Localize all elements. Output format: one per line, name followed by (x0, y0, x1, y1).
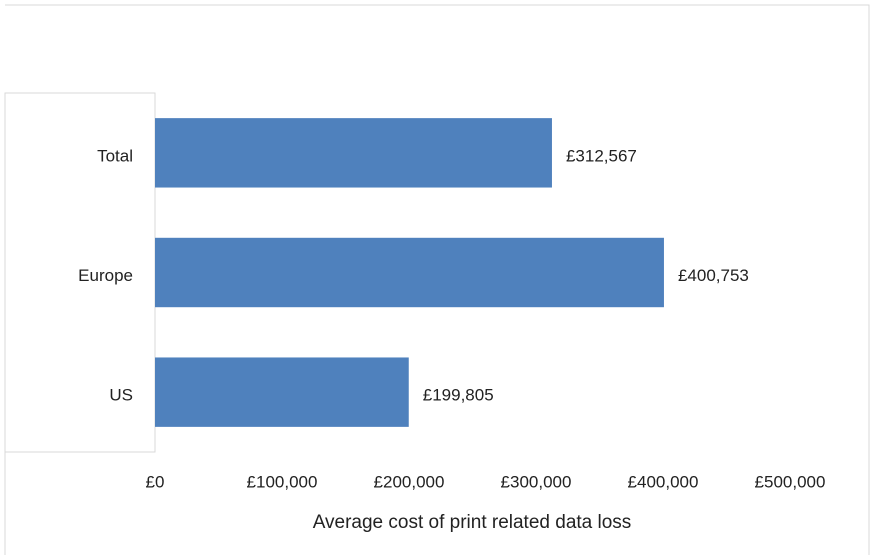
y-tick-label: Total (97, 146, 133, 165)
bar (155, 237, 664, 308)
y-tick-label: US (109, 386, 133, 405)
x-axis-title: Average cost of print related data loss (313, 512, 632, 533)
bar (155, 118, 552, 188)
y-tick-label: Europe (78, 266, 133, 285)
data-label: £199,805 (423, 386, 494, 405)
x-tick-label: £0 (146, 472, 165, 491)
x-tick-label: £300,000 (501, 472, 572, 491)
x-tick-label: £200,000 (374, 472, 445, 491)
x-tick-label: £400,000 (628, 472, 699, 491)
x-tick-label: £500,000 (755, 472, 826, 491)
data-label: £312,567 (566, 146, 637, 165)
chart-border (5, 4, 870, 555)
bar (155, 357, 409, 427)
x-tick-label: £100,000 (247, 472, 318, 491)
category-box (4, 92, 156, 453)
data-label: £400,753 (678, 266, 749, 285)
